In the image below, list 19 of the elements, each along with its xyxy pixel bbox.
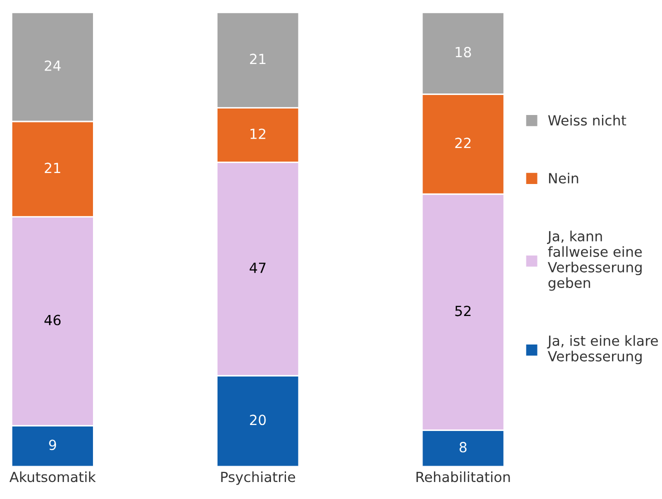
data-label: 20 xyxy=(250,414,266,426)
legend-label: Weiss nicht xyxy=(548,114,626,126)
data-label: 21 xyxy=(44,162,60,173)
data-label: 47 xyxy=(250,262,266,273)
x-tick-label: Psychiatrie xyxy=(221,471,296,485)
data-label: 12 xyxy=(250,128,266,139)
legend-label: Ja, ist eine klare Verbesserung xyxy=(546,335,658,364)
data-label: 8 xyxy=(460,442,467,452)
data-label: 21 xyxy=(250,54,266,64)
x-tick-label: Rehabilitation xyxy=(416,471,510,482)
legend-label: Ja, kann fallweise eine Verbesserung geben xyxy=(546,230,642,291)
x-tick-label: Akutsomatik xyxy=(10,471,96,482)
data-label: 18 xyxy=(456,46,471,58)
data-label: 52 xyxy=(455,306,471,316)
data-label: 46 xyxy=(44,314,61,326)
data-label: 22 xyxy=(455,138,471,148)
data-label: 24 xyxy=(44,60,61,71)
data-label: 9 xyxy=(49,440,56,450)
legend-label: Nein xyxy=(549,172,578,184)
